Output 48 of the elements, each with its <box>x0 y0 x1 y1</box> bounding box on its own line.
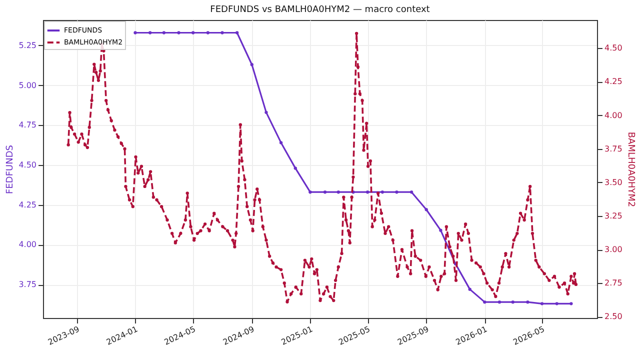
point <box>540 302 544 306</box>
point <box>380 190 384 194</box>
point <box>235 31 239 34</box>
point <box>468 288 472 291</box>
point <box>148 31 152 34</box>
point <box>323 190 327 194</box>
y-tick-label: 3.75 <box>18 280 36 290</box>
point <box>526 300 530 304</box>
point <box>177 31 180 34</box>
y2-tick-label: 4.50 <box>604 44 622 53</box>
point <box>410 190 414 194</box>
point <box>366 190 370 194</box>
point <box>250 63 254 66</box>
point <box>220 31 224 34</box>
y2-tick-label: 4.00 <box>604 110 622 120</box>
point <box>424 208 428 212</box>
point <box>336 190 340 194</box>
y2-tick-label: 3.00 <box>604 245 622 254</box>
y-tick-label: 4.50 <box>18 160 36 170</box>
point <box>555 302 558 306</box>
point <box>294 166 297 170</box>
point <box>483 300 486 304</box>
point <box>162 31 166 34</box>
point <box>570 302 573 306</box>
point <box>308 190 312 194</box>
point <box>439 228 442 232</box>
y2-axis-title: BAMLH0A0HYM2 <box>625 132 636 208</box>
y-tick-label: 4.25 <box>18 200 36 210</box>
y2-tick-label: 4.25 <box>604 77 622 86</box>
y-axis-title: FEDFUNDS <box>6 144 16 194</box>
chart-title: FEDFUNDS vs BAMLH0A0HYM2 — macro context <box>210 5 430 15</box>
point <box>279 141 283 144</box>
point <box>134 31 137 34</box>
y-tick-label: 4.00 <box>18 240 36 250</box>
y2-tick-label: 3.50 <box>604 178 622 187</box>
point <box>192 31 195 34</box>
y2-tick-label: 2.75 <box>604 278 622 288</box>
point <box>264 110 268 114</box>
y2-tick-label: 3.75 <box>604 144 622 154</box>
y-tick-label: 5.00 <box>18 80 36 90</box>
point <box>498 300 502 304</box>
y-tick-label: 5.25 <box>18 40 36 50</box>
point <box>395 190 398 194</box>
point <box>511 300 514 304</box>
y-tick-label: 4.75 <box>18 120 36 130</box>
y2-tick-label: 2.50 <box>604 312 622 322</box>
y2-tick-label: 3.25 <box>604 211 622 220</box>
point <box>206 31 210 34</box>
